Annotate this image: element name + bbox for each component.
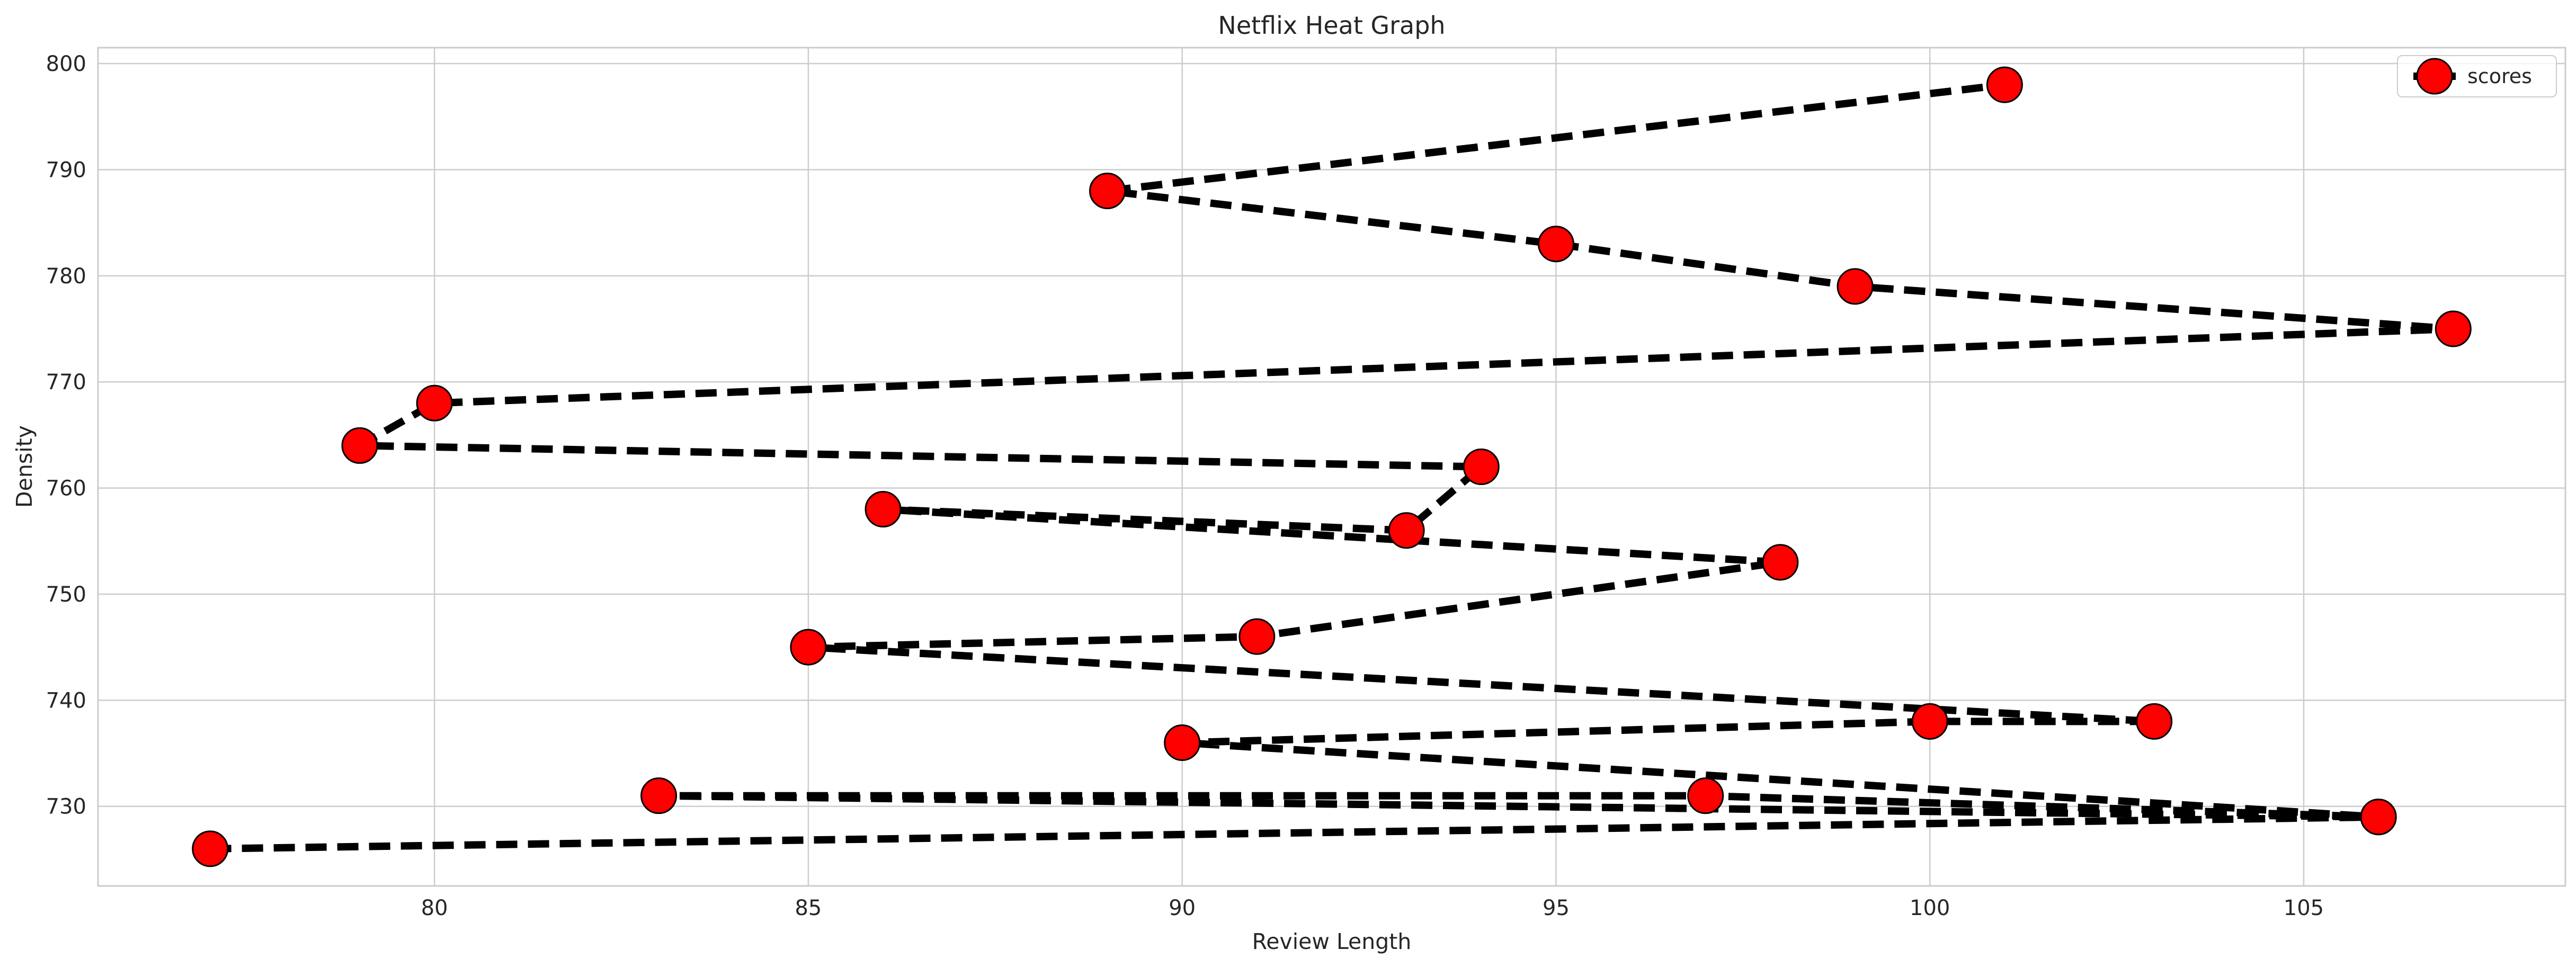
data-point: [1986, 66, 2023, 103]
data-point: [1164, 724, 1201, 761]
plot-border: [97, 47, 2566, 887]
legend-label-scores: scores: [2467, 65, 2532, 88]
x-tick-label: 85: [795, 896, 822, 920]
x-tick-label: 90: [1169, 896, 1196, 920]
data-point: [640, 777, 678, 814]
data-point: [1762, 544, 1799, 581]
data-point: [1911, 703, 1948, 740]
y-tick-label: 770: [46, 370, 86, 395]
y-tick-label: 800: [46, 52, 86, 76]
y-axis-label: Density: [12, 425, 37, 508]
data-point: [790, 629, 827, 666]
x-tick-label: 80: [421, 896, 448, 920]
data-point: [2435, 310, 2472, 347]
series-line: [210, 81, 2457, 853]
data-point: [864, 491, 902, 528]
x-tick-label: 100: [1910, 896, 1950, 920]
x-axis-label: Review Length: [1252, 929, 1412, 954]
y-tick-label: 750: [46, 582, 86, 607]
legend: scores: [2397, 55, 2557, 97]
plot-frame: [97, 47, 2566, 887]
data-point: [416, 384, 453, 422]
data-point: [1687, 777, 1724, 814]
series-scores: [192, 66, 2472, 867]
data-point: [2136, 703, 2173, 740]
y-tick-label: 780: [46, 264, 86, 289]
y-tick-label: 790: [46, 158, 86, 182]
chart-title: Netflix Heat Graph: [1218, 11, 1445, 40]
x-tick-label: 95: [1543, 896, 1570, 920]
x-tick-label: 105: [2284, 896, 2324, 920]
data-point: [2360, 799, 2397, 836]
y-tick-label: 740: [46, 688, 86, 713]
y-tick-label: 730: [46, 795, 86, 819]
y-tick-label: 760: [46, 477, 86, 501]
data-point: [1463, 449, 1500, 485]
data-point: [1837, 268, 1874, 305]
data-point: [1238, 618, 1276, 655]
data-point: [341, 427, 378, 464]
data-point: [1089, 173, 1126, 210]
data-point: [192, 830, 229, 867]
data-point: [1537, 226, 1574, 263]
legend-marker: [2416, 58, 2453, 95]
tick-labels: 80 85 90 95 100 105 730 740 750 760 770 780 790 800: [46, 52, 2324, 920]
data-point: [1388, 512, 1425, 549]
